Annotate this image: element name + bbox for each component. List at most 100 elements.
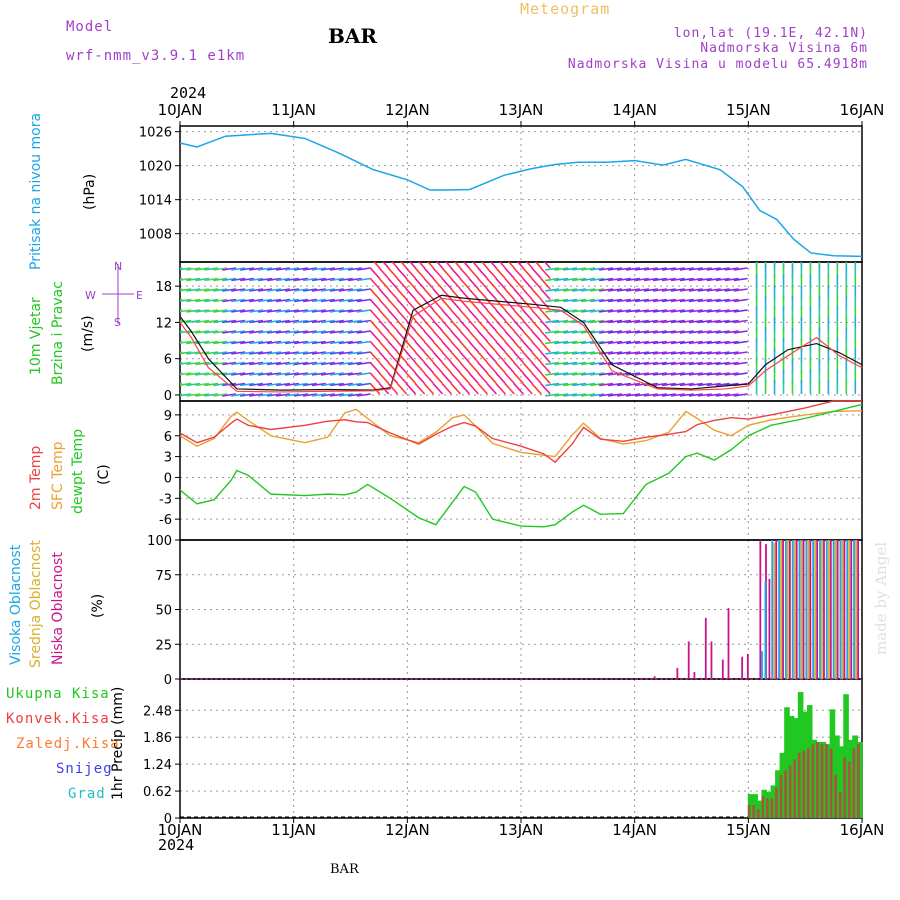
wind-arrow bbox=[590, 382, 605, 387]
wind-arrow bbox=[284, 309, 300, 313]
wind-arrow bbox=[495, 278, 506, 290]
wind-arrow bbox=[706, 330, 721, 334]
wind-arrow bbox=[634, 267, 650, 271]
wind-arrow bbox=[432, 362, 444, 374]
conv-precip-bar bbox=[752, 804, 756, 818]
wind-arrow bbox=[284, 330, 300, 334]
wind-arrow bbox=[450, 320, 462, 332]
wind-arrow bbox=[468, 341, 480, 353]
wind-arrow bbox=[338, 277, 353, 282]
wind-arrow bbox=[240, 330, 255, 334]
wind-arrow bbox=[414, 351, 426, 364]
wind-arrow bbox=[213, 372, 228, 376]
wind-arrow bbox=[679, 309, 694, 313]
wind-arrow bbox=[180, 361, 192, 365]
wind-arrow bbox=[222, 309, 237, 313]
wind-arrow bbox=[329, 319, 344, 324]
wind-arrow bbox=[545, 361, 560, 366]
wind-arrow bbox=[572, 288, 587, 292]
wind-arrow bbox=[679, 382, 694, 387]
wind-arrow bbox=[522, 351, 533, 364]
wind-arrow bbox=[477, 383, 488, 395]
wind-arrow bbox=[249, 319, 264, 324]
wind-arrow bbox=[522, 383, 533, 395]
wind-arrow bbox=[616, 340, 632, 345]
wind-arrow bbox=[423, 299, 435, 311]
wind-arrow bbox=[715, 393, 730, 397]
wind-arrow bbox=[369, 320, 381, 332]
wind-arrow bbox=[347, 288, 362, 292]
wind-arrow bbox=[531, 330, 542, 343]
wind-arrow bbox=[545, 372, 560, 376]
wind-arrow bbox=[320, 382, 335, 387]
wind-arrow bbox=[486, 330, 497, 343]
wind-arrow bbox=[180, 351, 192, 355]
wind-arrow bbox=[275, 361, 291, 366]
wind-arrow bbox=[320, 393, 335, 397]
wind-arrow bbox=[531, 278, 542, 290]
wind-arrow bbox=[679, 351, 694, 355]
wind-arrow bbox=[522, 372, 533, 385]
mid-cloud-bar bbox=[780, 540, 782, 679]
wind-arrow bbox=[688, 340, 703, 345]
wind-arrow bbox=[545, 298, 560, 303]
wind-arrow bbox=[724, 330, 739, 334]
chart-title: BAR bbox=[328, 24, 378, 48]
wind-arrow bbox=[625, 351, 641, 355]
wind-arrow bbox=[222, 267, 237, 271]
low-cloud-bar bbox=[759, 540, 762, 679]
wind-arrow bbox=[504, 288, 515, 301]
wind-arrow bbox=[441, 278, 453, 290]
wind-arrow bbox=[459, 320, 471, 332]
wind-arrow bbox=[661, 267, 676, 271]
wind-arrow bbox=[522, 330, 533, 343]
wind-arrow bbox=[706, 298, 721, 303]
wind-arrow bbox=[724, 277, 739, 282]
wind-arrow bbox=[186, 277, 201, 282]
y-tick-label: 2.48 bbox=[143, 704, 172, 719]
wind-arrow bbox=[441, 372, 453, 385]
wind-arrow bbox=[733, 267, 748, 271]
wind-arrow bbox=[240, 340, 255, 345]
wind-arrow bbox=[284, 361, 300, 366]
wind-arrow bbox=[195, 340, 210, 345]
wind-arrow bbox=[347, 330, 362, 334]
wind-arrow bbox=[572, 372, 587, 376]
wind-arrow bbox=[625, 361, 641, 366]
wind-arrow bbox=[450, 330, 462, 343]
wind-arrow bbox=[441, 341, 453, 353]
wind-arrow bbox=[329, 372, 344, 376]
mid-cloud-bar bbox=[800, 540, 803, 679]
wind-arrow bbox=[441, 288, 453, 301]
wind-arrow bbox=[688, 288, 703, 292]
conv-precip-bar bbox=[843, 757, 847, 818]
wind-arrow bbox=[302, 361, 317, 366]
y-tick-label: -3 bbox=[159, 492, 172, 507]
low-cloud-bar bbox=[857, 540, 859, 679]
wind-arrow bbox=[495, 288, 506, 301]
wind-arrow bbox=[275, 351, 291, 355]
wind-arrow bbox=[616, 382, 632, 387]
wind-arrow bbox=[186, 330, 201, 334]
precip-legend-snow: Snijeg bbox=[56, 761, 113, 777]
wind-arrow bbox=[477, 278, 488, 290]
wind-arrow bbox=[311, 382, 326, 387]
wind-arrow bbox=[432, 351, 444, 364]
wind-arrow bbox=[320, 277, 335, 282]
wind-arrow bbox=[625, 393, 641, 397]
wind-arrow bbox=[347, 340, 362, 345]
wind-arrow bbox=[554, 393, 569, 397]
wind-arrow bbox=[599, 340, 614, 345]
wind-arrow bbox=[540, 288, 551, 301]
precip-legend-conv: Konvek.Kisa bbox=[6, 711, 110, 727]
wind-arrow bbox=[522, 299, 533, 311]
wind-arrow bbox=[373, 262, 381, 269]
wind-arrow bbox=[293, 372, 309, 376]
wind-arrow bbox=[338, 340, 353, 345]
wind-arrow bbox=[423, 309, 435, 322]
wind-arrow bbox=[213, 319, 228, 324]
mid-cloud-bar bbox=[848, 540, 851, 679]
wind-arrow bbox=[498, 262, 506, 269]
wind-arrow bbox=[396, 309, 408, 322]
low-cloud-bar bbox=[843, 540, 846, 679]
